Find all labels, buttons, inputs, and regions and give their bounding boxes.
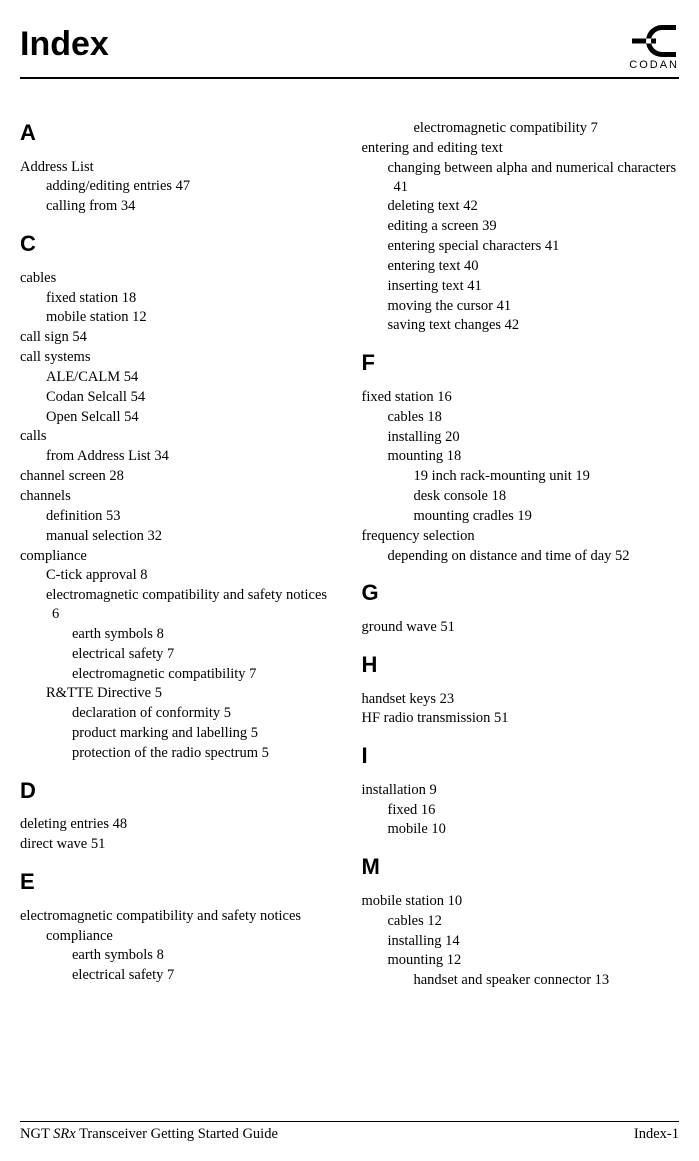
index-entry: HF radio transmission 51 <box>362 709 680 728</box>
index-sub2entry: electromagnetic compatibility 7 <box>20 665 338 684</box>
index-entry: calls <box>20 427 338 446</box>
index-subentry: fixed station 18 <box>20 289 338 308</box>
index-entry: deleting entries 48 <box>20 815 338 834</box>
index-columns: A Address List adding/editing entries 47… <box>20 119 679 991</box>
index-entry: mobile station 10 <box>362 892 680 911</box>
brand-logo: CODAN <box>629 25 679 71</box>
index-sub2entry: desk console 18 <box>362 487 680 506</box>
footer-post: Transceiver Getting Started Guide <box>76 1126 278 1142</box>
section-A: A <box>20 119 338 148</box>
index-subentry: electromagnetic compatibility and safety… <box>20 586 338 624</box>
section-M: M <box>362 853 680 882</box>
section-G: G <box>362 579 680 608</box>
index-entry: Address List <box>20 158 338 177</box>
section-D: D <box>20 777 338 806</box>
index-entry: channel screen 28 <box>20 467 338 486</box>
index-sub2entry: earth symbols 8 <box>20 946 338 965</box>
index-entry: handset keys 23 <box>362 690 680 709</box>
index-subentry: mobile station 12 <box>20 308 338 327</box>
index-sub2entry: 19 inch rack-mounting unit 19 <box>362 467 680 486</box>
footer-model: SRx <box>53 1126 76 1142</box>
section-I: I <box>362 742 680 771</box>
index-subentry: mobile 10 <box>362 820 680 839</box>
index-subentry: changing between alpha and numerical cha… <box>362 159 680 197</box>
index-subentry: cables 12 <box>362 912 680 931</box>
index-subentry: editing a screen 39 <box>362 217 680 236</box>
page-title: Index <box>20 25 109 64</box>
left-column: A Address List adding/editing entries 47… <box>20 119 338 991</box>
section-E: E <box>20 868 338 897</box>
right-column: electromagnetic compatibility 7 entering… <box>362 119 680 991</box>
index-entry: call systems <box>20 348 338 367</box>
index-subentry: installing 14 <box>362 932 680 951</box>
index-sub2entry: electrical safety 7 <box>20 645 338 664</box>
index-subentry: calling from 34 <box>20 197 338 216</box>
index-subentry: mounting 12 <box>362 951 680 970</box>
index-entry: electromagnetic compatibility and safety… <box>20 907 338 926</box>
section-F: F <box>362 349 680 378</box>
index-subentry: entering special characters 41 <box>362 237 680 256</box>
section-C: C <box>20 230 338 259</box>
page-header: Index CODAN <box>20 25 679 79</box>
codan-icon <box>632 25 676 57</box>
index-subentry: R&TTE Directive 5 <box>20 684 338 703</box>
index-subentry: compliance <box>20 927 338 946</box>
index-subentry: fixed 16 <box>362 801 680 820</box>
index-entry: cables <box>20 269 338 288</box>
page-number: Index-1 <box>634 1126 679 1143</box>
index-subentry: adding/editing entries 47 <box>20 177 338 196</box>
index-subentry: depending on distance and time of day 52 <box>362 547 680 566</box>
index-subentry: manual selection 32 <box>20 527 338 546</box>
index-sub2entry: protection of the radio spectrum 5 <box>20 744 338 763</box>
index-sub2entry: electromagnetic compatibility 7 <box>362 119 680 138</box>
index-subentry: cables 18 <box>362 408 680 427</box>
index-entry: ground wave 51 <box>362 618 680 637</box>
index-entry: call sign 54 <box>20 328 338 347</box>
index-subentry: C-tick approval 8 <box>20 566 338 585</box>
page-footer: NGT SRx Transceiver Getting Started Guid… <box>20 1121 679 1143</box>
index-sub2entry: mounting cradles 19 <box>362 507 680 526</box>
brand-text: CODAN <box>629 59 679 71</box>
index-subentry: ALE/CALM 54 <box>20 368 338 387</box>
index-subentry: installing 20 <box>362 428 680 447</box>
index-subentry: moving the cursor 41 <box>362 297 680 316</box>
index-subentry: from Address List 34 <box>20 447 338 466</box>
index-subentry: definition 53 <box>20 507 338 526</box>
index-sub2entry: electrical safety 7 <box>20 966 338 985</box>
index-entry: frequency selection <box>362 527 680 546</box>
index-subentry: Open Selcall 54 <box>20 408 338 427</box>
index-sub2entry: handset and speaker connector 13 <box>362 971 680 990</box>
index-entry: compliance <box>20 547 338 566</box>
footer-title: NGT SRx Transceiver Getting Started Guid… <box>20 1126 278 1143</box>
index-sub2entry: product marking and labelling 5 <box>20 724 338 743</box>
index-subentry: entering text 40 <box>362 257 680 276</box>
index-entry: entering and editing text <box>362 139 680 158</box>
index-subentry: Codan Selcall 54 <box>20 388 338 407</box>
index-subentry: mounting 18 <box>362 447 680 466</box>
index-entry: installation 9 <box>362 781 680 800</box>
index-subentry: deleting text 42 <box>362 197 680 216</box>
index-subentry: inserting text 41 <box>362 277 680 296</box>
index-entry: direct wave 51 <box>20 835 338 854</box>
index-sub2entry: declaration of conformity 5 <box>20 704 338 723</box>
index-subentry: saving text changes 42 <box>362 316 680 335</box>
index-entry: channels <box>20 487 338 506</box>
index-entry: fixed station 16 <box>362 388 680 407</box>
index-sub2entry: earth symbols 8 <box>20 625 338 644</box>
footer-pre: NGT <box>20 1126 53 1142</box>
section-H: H <box>362 651 680 680</box>
